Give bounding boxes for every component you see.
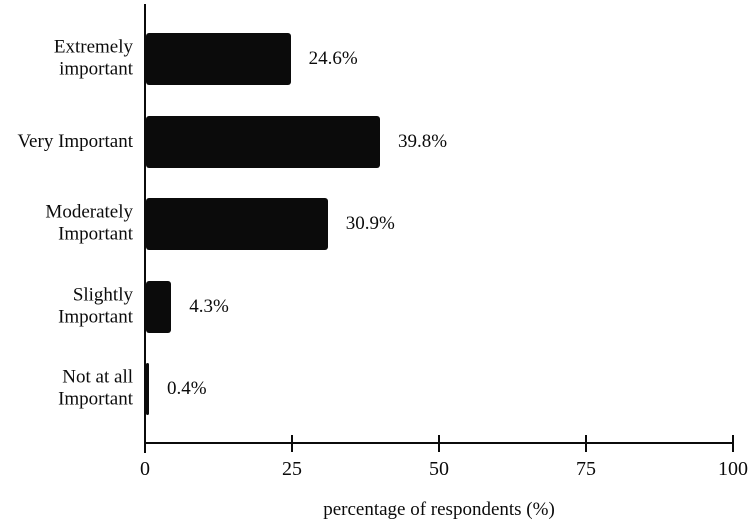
category-label: Slightly Important: [58, 284, 133, 328]
x-axis-title: percentage of respondents (%): [323, 499, 555, 520]
value-label: 0.4%: [167, 378, 207, 399]
value-label: 4.3%: [189, 295, 229, 317]
value-label: 30.9%: [345, 213, 395, 234]
x-axis-tick-label: 100: [718, 458, 748, 480]
y-axis-line: [144, 4, 146, 453]
x-axis-tick-label: 50: [429, 458, 449, 480]
category-label: Not at all Important: [58, 366, 133, 410]
value-label: 39.8%: [398, 130, 448, 152]
chart-row: Not at all Important 0.4%: [0, 363, 749, 415]
x-axis-tick-label: 25: [282, 458, 302, 480]
chart-row: Slightly Important 4.3%: [0, 280, 749, 333]
x-axis-tick: [585, 435, 587, 452]
bar: [146, 115, 381, 168]
x-axis-tick-label: 75: [576, 458, 596, 480]
bar: [146, 280, 172, 333]
x-axis-tick: [291, 435, 293, 452]
category-label: Moderately Important: [45, 201, 133, 245]
bar: [146, 198, 328, 250]
category-label: Very Important: [17, 130, 133, 152]
x-axis-tick: [732, 435, 734, 452]
bar: [146, 363, 149, 415]
chart-row: Extremely important 24.6%: [0, 33, 749, 85]
x-axis-tick: [144, 435, 146, 452]
x-axis-tick: [438, 435, 440, 452]
bar: [146, 33, 291, 85]
chart-row: Very Important 39.8%: [0, 115, 749, 168]
category-label: Extremely important: [53, 36, 133, 80]
x-axis-tick-label: 0: [140, 458, 150, 480]
chart-row: Moderately Important 30.9%: [0, 198, 749, 250]
value-label: 24.6%: [308, 48, 358, 69]
